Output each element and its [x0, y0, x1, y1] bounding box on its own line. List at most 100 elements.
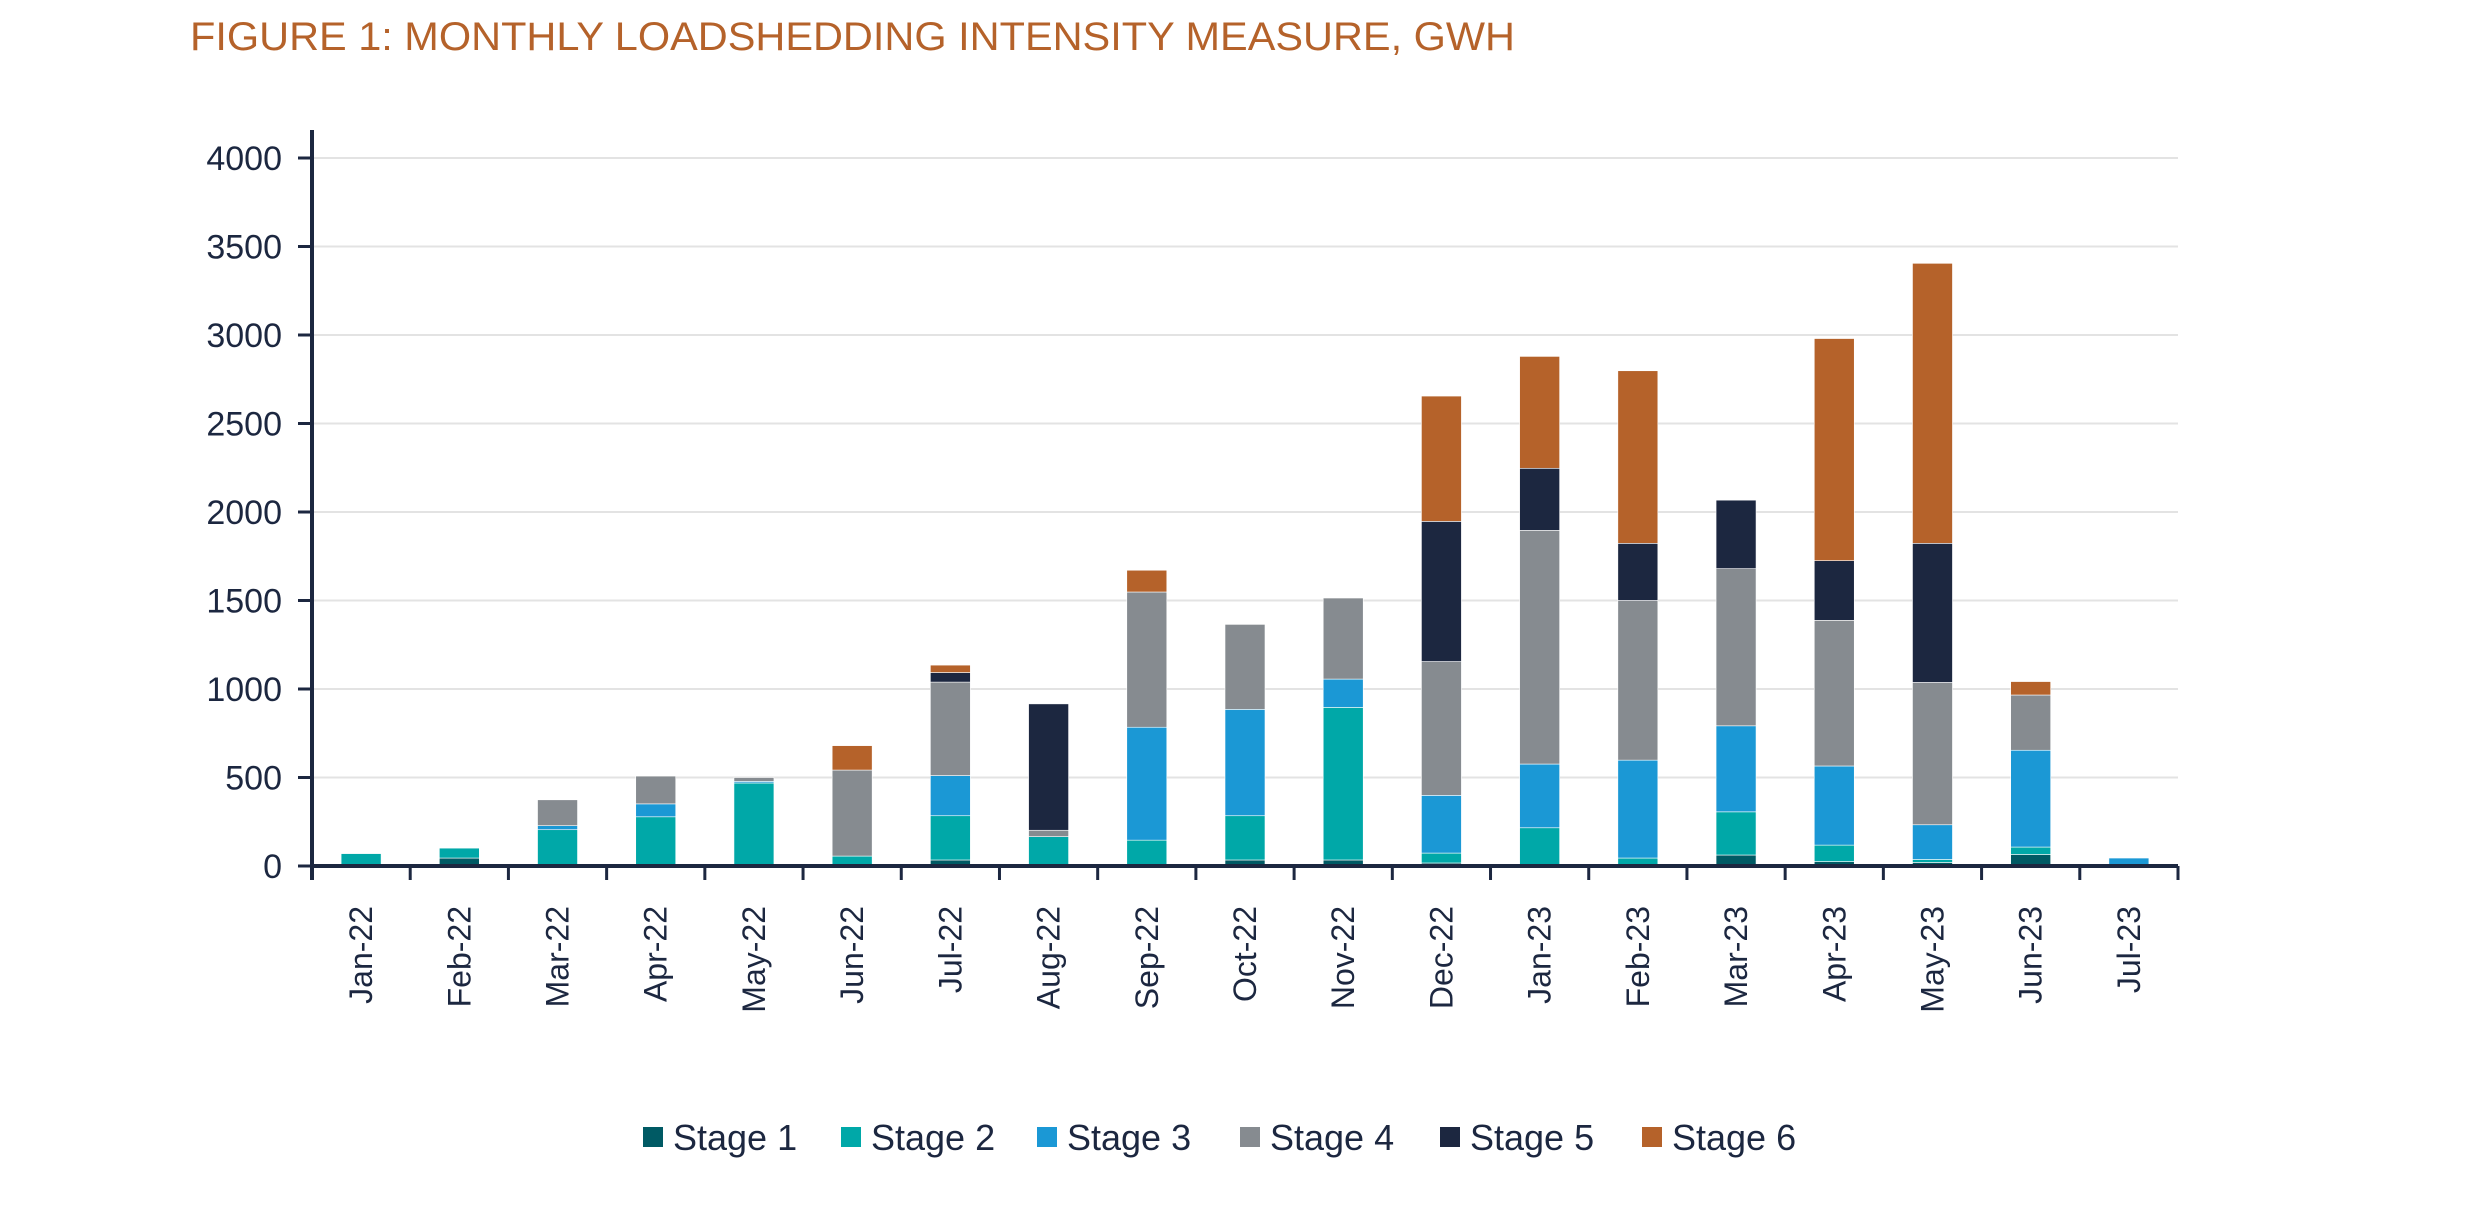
- legend-swatch: [1037, 1127, 1057, 1147]
- bar-segment: [930, 681, 971, 776]
- bar-segment: [1421, 852, 1462, 864]
- x-tick-label: Jun-22: [834, 906, 870, 1004]
- x-tick-label: Mar-23: [1718, 906, 1754, 1007]
- bar-segment: [1715, 568, 1757, 727]
- bar-segment: [2010, 694, 2051, 751]
- bar-segment: [537, 829, 578, 867]
- y-tick-label: 1000: [206, 671, 282, 709]
- bar-segment: [1322, 707, 1364, 861]
- bar-segment: [2010, 749, 2051, 848]
- gridlines: [312, 157, 2178, 779]
- bar-segment: [1126, 839, 1168, 867]
- legend-label: Stage 2: [871, 1117, 995, 1158]
- bar-segment: [1813, 844, 1855, 862]
- x-tick-label: Feb-22: [441, 906, 477, 1007]
- legend-label: Stage 5: [1470, 1117, 1594, 1158]
- bar-segment: [1028, 703, 1069, 831]
- bar-segment: [1912, 824, 1953, 860]
- bar-segment: [1519, 467, 1560, 531]
- bar-segment: [1912, 263, 1953, 544]
- x-tick-label: Sep-22: [1129, 906, 1165, 1009]
- y-tick-label: 3500: [206, 229, 282, 267]
- bar-segment: [930, 775, 971, 817]
- x-tick-label: May-22: [736, 906, 772, 1013]
- x-tick-label: Jul-22: [932, 906, 968, 993]
- bar-segment: [1028, 836, 1069, 867]
- legend-label: Stage 4: [1270, 1117, 1394, 1158]
- bar-segment: [1715, 499, 1757, 569]
- x-tick-label: Apr-23: [1816, 906, 1852, 1002]
- x-tick-label: Oct-22: [1227, 906, 1263, 1002]
- bar-segment: [1617, 600, 1659, 761]
- bar-segment: [635, 803, 677, 818]
- bar-segment: [1519, 827, 1560, 867]
- x-tick-label: Nov-22: [1325, 906, 1361, 1009]
- bar-segment: [1813, 560, 1855, 621]
- x-tick-label: Jan-22: [343, 906, 379, 1004]
- bar-segment: [1813, 620, 1855, 767]
- bar-segment: [1912, 543, 1953, 683]
- legend-swatch: [841, 1127, 861, 1147]
- x-tick-labels: Jan-22 Feb-22 Mar-22 Apr-22 May-22 Jun-22 Jul-…: [343, 906, 2147, 1013]
- bar-segment: [1421, 795, 1462, 854]
- bar-segment: [930, 664, 971, 673]
- bar-segment: [1322, 597, 1364, 680]
- y-tick-label: 2000: [206, 494, 282, 532]
- bar-segment: [1519, 763, 1560, 829]
- bar-segment: [733, 777, 775, 782]
- bar-segment: [1126, 726, 1168, 841]
- x-tick-label: May-23: [1914, 906, 1950, 1013]
- bar-segment: [1715, 725, 1757, 813]
- legend-swatch: [1642, 1127, 1662, 1147]
- bar-segment: [1224, 815, 1266, 861]
- x-tick-label: Feb-23: [1620, 906, 1656, 1007]
- bar-segment: [733, 782, 775, 866]
- axes: [298, 130, 2180, 880]
- bar-segment: [1617, 370, 1659, 544]
- bar-segment: [1912, 859, 1953, 863]
- legend-swatch: [1440, 1127, 1460, 1147]
- bar-segment: [930, 672, 971, 683]
- bar-segment: [1617, 759, 1659, 859]
- bar-segment: [831, 769, 873, 857]
- y-tick-label: 2500: [206, 406, 282, 444]
- bar-segment: [1126, 591, 1168, 728]
- bar-segment: [1421, 661, 1462, 796]
- legend: Stage 1 Stage 2 Stage 3 Stage 4 Stage 5 Stage…: [643, 1117, 1796, 1158]
- bar-segment: [537, 825, 578, 831]
- y-tick-label: 3000: [206, 317, 282, 355]
- legend-swatch: [1240, 1127, 1260, 1147]
- bar-segment: [2010, 681, 2051, 696]
- bar-segment: [1617, 543, 1659, 601]
- x-tick-label: Jun-23: [2013, 906, 2049, 1004]
- bar-segment: [1912, 682, 1953, 826]
- bar-segment: [1126, 569, 1168, 593]
- bar-segment: [1421, 395, 1462, 522]
- bar-segment: [1813, 338, 1855, 561]
- bar-segment: [635, 816, 677, 867]
- chart-title: FIGURE 1: MONTHLY LOADSHEDDING INTENSITY…: [190, 15, 1515, 59]
- bar-segment: [1322, 678, 1364, 708]
- bar-segment: [1519, 530, 1560, 765]
- y-tick-label: 500: [225, 760, 282, 798]
- x-tick-label: Jul-23: [2111, 906, 2147, 993]
- x-tick-label: Dec-22: [1423, 906, 1459, 1009]
- bar-segment: [1421, 521, 1462, 662]
- legend-label: Stage 3: [1067, 1117, 1191, 1158]
- bar-segment: [537, 799, 578, 826]
- bar-segment: [635, 775, 677, 805]
- bars: [340, 263, 2150, 867]
- bar-segment: [1813, 765, 1855, 846]
- bar-segment: [1224, 624, 1266, 710]
- legend-swatch: [643, 1127, 663, 1147]
- bar-segment: [1028, 829, 1069, 837]
- bar-segment: [1715, 811, 1757, 856]
- bar-segment: [930, 815, 971, 861]
- bar-segment: [439, 847, 480, 859]
- x-tick-label: Aug-22: [1031, 906, 1067, 1009]
- legend-label: Stage 6: [1672, 1117, 1796, 1158]
- x-tick-label: Jan-23: [1522, 906, 1558, 1004]
- legend-label: Stage 1: [673, 1117, 797, 1158]
- x-tick-label: Apr-22: [638, 906, 674, 1002]
